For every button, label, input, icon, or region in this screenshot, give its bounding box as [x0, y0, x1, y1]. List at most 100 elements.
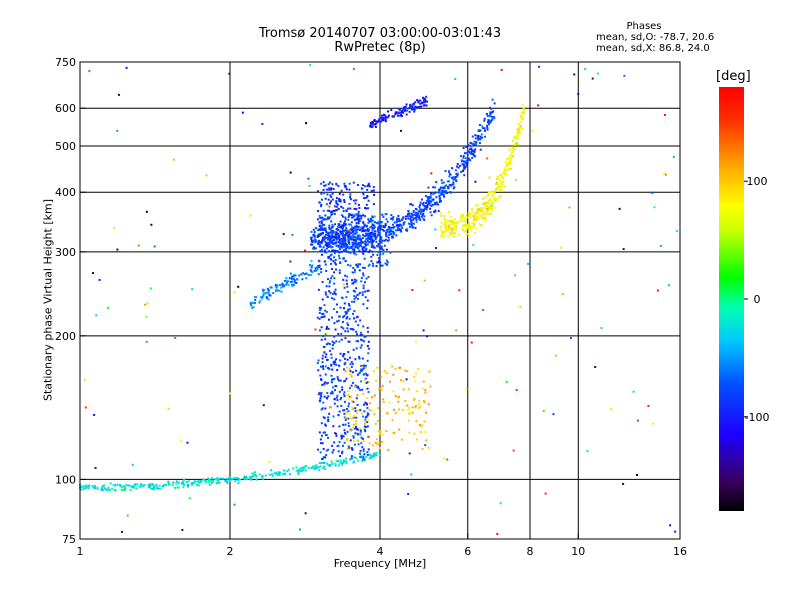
data-point [250, 478, 253, 481]
data-point [323, 223, 326, 226]
data-point [521, 110, 524, 113]
data-point [434, 191, 437, 194]
data-point [384, 224, 387, 227]
data-point [346, 358, 349, 361]
data-point [289, 281, 292, 284]
data-point [505, 173, 508, 176]
data-point [402, 216, 405, 219]
data-point [363, 335, 366, 338]
data-point [338, 315, 341, 318]
data-point [418, 204, 421, 207]
x-axis: 1 2 4 6 8 10 16 [77, 533, 687, 558]
data-point [262, 477, 265, 480]
data-point [451, 220, 454, 223]
data-point [334, 328, 337, 331]
data-point [333, 360, 336, 363]
data-point [270, 469, 273, 472]
data-point [327, 367, 330, 370]
data-point [366, 237, 369, 240]
data-point [329, 238, 332, 241]
data-point [319, 397, 322, 400]
data-point [371, 229, 374, 232]
data-point [369, 217, 372, 220]
data-point [430, 199, 433, 202]
data-point [352, 348, 355, 351]
data-point [442, 193, 445, 196]
data-point [324, 214, 327, 217]
data-point [380, 375, 383, 378]
data-point [333, 261, 336, 264]
data-point [473, 224, 476, 227]
data-point [335, 235, 338, 238]
data-point [153, 245, 156, 248]
data-point [315, 268, 318, 271]
data-point [298, 274, 301, 277]
data-point [378, 246, 381, 249]
data-point [177, 486, 180, 489]
data-point [364, 215, 367, 218]
data-point [385, 213, 388, 216]
data-point [415, 220, 418, 223]
data-point [271, 474, 274, 477]
data-point [370, 237, 373, 240]
data-point [165, 483, 168, 486]
data-point [366, 453, 369, 456]
data-point [343, 353, 346, 356]
data-point [418, 99, 421, 102]
data-point [407, 419, 410, 422]
data-point [362, 448, 365, 451]
data-point [573, 73, 576, 76]
data-point [324, 184, 327, 187]
data-point [345, 188, 348, 191]
data-point [348, 233, 351, 236]
data-point [349, 207, 352, 210]
data-point [321, 236, 324, 239]
data-point [356, 225, 359, 228]
data-point [370, 219, 373, 222]
data-point [308, 466, 311, 469]
data-point [400, 224, 403, 227]
data-point [440, 193, 443, 196]
data-point [290, 280, 293, 283]
data-point [428, 203, 431, 206]
data-point [360, 280, 363, 283]
data-point [370, 236, 373, 239]
data-point [409, 215, 412, 218]
data-point [356, 235, 359, 238]
data-point [114, 484, 117, 487]
data-point [341, 239, 344, 242]
data-point [385, 412, 388, 415]
data-point [335, 200, 338, 203]
data-point [347, 218, 350, 221]
data-point [330, 220, 333, 223]
data-point [329, 254, 332, 257]
data-point [327, 420, 330, 423]
data-point [174, 486, 177, 489]
data-point [468, 222, 471, 225]
data-point [482, 308, 485, 311]
data-point [328, 290, 331, 293]
data-point [368, 263, 371, 266]
data-point [328, 406, 331, 409]
data-point [337, 450, 340, 453]
data-point [390, 226, 393, 229]
data-point [351, 363, 354, 366]
data-point [364, 366, 367, 369]
data-point [370, 454, 373, 457]
data-point [360, 187, 363, 190]
data-point [85, 486, 88, 489]
data-point [318, 221, 321, 224]
x-tick: 2 [227, 533, 234, 558]
data-point [289, 171, 292, 174]
data-point [486, 126, 489, 129]
data-point [421, 210, 424, 213]
data-point [373, 118, 376, 121]
data-point [348, 214, 351, 217]
data-point [341, 297, 344, 300]
data-point [157, 487, 160, 490]
data-point [427, 201, 430, 204]
data-point [380, 247, 383, 250]
data-point [470, 147, 473, 150]
data-point [429, 385, 432, 388]
